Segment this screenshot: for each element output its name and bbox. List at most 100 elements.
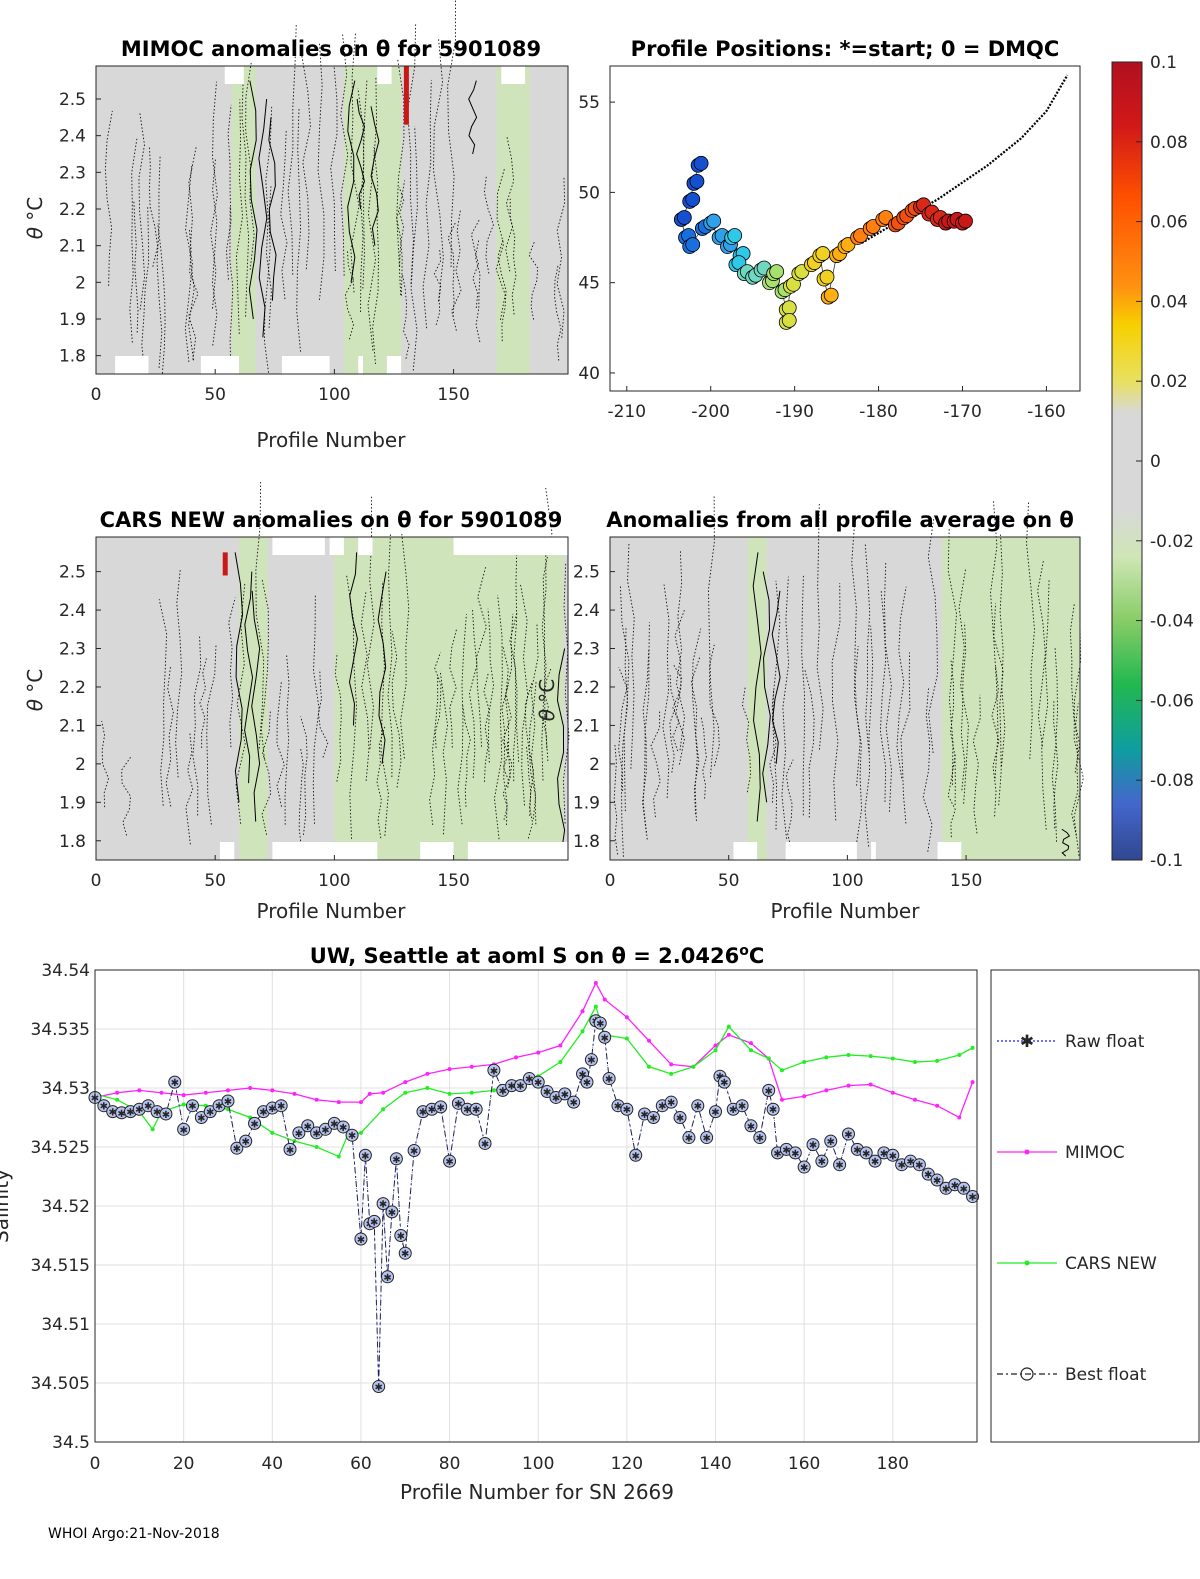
best-float-marker <box>673 1111 687 1124</box>
best-float-marker <box>407 1144 421 1158</box>
raw-float-marker: ✱ <box>117 1109 125 1120</box>
cars-dotted-contour <box>493 594 503 840</box>
cars-xlabel: Profile Number <box>257 899 407 923</box>
best-float-marker <box>620 1102 634 1116</box>
best-float-marker <box>513 1079 527 1093</box>
salinity-panel: UW, Seattle at aoml S on θ = 2.0426oC ✱✱… <box>0 943 1200 1504</box>
cars-dotted-contour <box>528 680 537 820</box>
mimoc-point <box>726 1032 731 1037</box>
raw-float-marker: ✱ <box>224 1097 232 1108</box>
best-float-marker <box>469 1102 483 1116</box>
best-float-marker <box>709 1105 723 1119</box>
allprof-missing-cell <box>871 842 876 860</box>
allprof-xtick-label: 150 <box>950 871 982 891</box>
cars-solid-contour <box>377 571 387 764</box>
allprof-dotted-contour <box>816 503 824 750</box>
mimoc-missing-cell <box>377 66 392 84</box>
legend-best-label: Best float <box>1065 1365 1147 1385</box>
best-float-marker <box>398 1246 412 1260</box>
raw-float-marker: ✱ <box>374 1383 382 1394</box>
allprof-missing-cell <box>785 842 857 860</box>
mimoc-dotted-contour <box>156 156 163 368</box>
allprof-title: Anomalies from all profile average on θ <box>606 508 1074 532</box>
raw-float-marker: ✱ <box>109 1108 117 1119</box>
cars-point <box>491 1088 496 1093</box>
allprof-dotted-contour <box>669 673 677 773</box>
colorbar-tick-label: 0.02 <box>1150 372 1188 392</box>
raw-float-marker: ✱ <box>968 1193 976 1204</box>
cars-point <box>381 1107 386 1112</box>
profile-position <box>689 173 705 189</box>
mimoc-xtick-label: 150 <box>437 385 469 405</box>
salinity-xtick-label: 20 <box>173 1454 195 1474</box>
mimoc-ytick-label: 2 <box>75 273 86 293</box>
allprof-dotted-contour <box>642 649 650 833</box>
allprof-dotted-contour <box>879 589 887 802</box>
cars-point <box>957 1052 962 1057</box>
best-float-marker <box>434 1100 448 1114</box>
mimoc-ytick-label: 2.1 <box>59 237 86 257</box>
cars-point <box>647 1064 652 1069</box>
raw-float-marker: ✱ <box>490 1066 498 1077</box>
mimoc-point <box>137 1088 142 1093</box>
mimoc-missing-cell <box>281 356 330 374</box>
raw-float-marker: ✱ <box>126 1108 134 1119</box>
cars-dotted-contour <box>261 711 272 835</box>
cars-dotted-contour <box>504 613 514 778</box>
mimoc-dotted-contour <box>317 42 325 300</box>
raw-float-marker: ✱ <box>552 1093 560 1104</box>
allprof-ytick-label: 2.1 <box>573 716 600 736</box>
mimoc-positive-band <box>231 66 256 374</box>
mimoc-panel: MIMOC anomalies on θ for 5901089 0 50 100 1… <box>23 0 569 452</box>
raw-float-marker: ✱ <box>295 1129 303 1140</box>
allprof-dotted-contour <box>700 716 707 799</box>
positions-ytick-label: 40 <box>578 364 600 384</box>
legend-mimoc-marker <box>1024 1149 1030 1155</box>
cars-xtick-label: 0 <box>91 871 102 891</box>
mimoc-dotted-contour <box>350 33 360 293</box>
cars-missing-cell <box>358 537 373 555</box>
raw-float-marker: ✱ <box>259 1108 267 1119</box>
best-float-marker <box>580 1075 594 1089</box>
mimoc-point <box>779 1097 784 1102</box>
best-float-marker <box>345 1128 359 1142</box>
cars-solid-contour <box>251 590 261 822</box>
best-float-marker <box>274 1099 288 1113</box>
best-float-marker <box>629 1148 643 1162</box>
raw-float-marker: ✱ <box>605 1075 613 1086</box>
best-float-marker <box>451 1096 465 1110</box>
best-float-marker <box>558 1087 572 1101</box>
raw-float-marker: ✱ <box>197 1114 205 1125</box>
mimoc-point <box>447 1067 452 1072</box>
allprof-dotted-contour <box>958 568 969 804</box>
profile-position <box>676 210 692 225</box>
best-float-marker <box>239 1134 253 1148</box>
cars-point <box>593 1004 598 1009</box>
best-float-marker <box>584 1053 598 1067</box>
best-float-marker <box>868 1154 882 1168</box>
raw-float-marker: ✱ <box>906 1157 914 1168</box>
cars-point <box>624 1036 629 1041</box>
mimoc-dotted-contour <box>104 110 113 286</box>
mimoc-dotted-contour <box>410 126 418 371</box>
cars-point <box>912 1060 917 1065</box>
raw-float-marker: ✱ <box>632 1151 640 1162</box>
mimoc-missing-cell <box>386 356 402 374</box>
raw-float-marker: ✱ <box>454 1099 462 1110</box>
allprof-missing-cell <box>937 842 962 860</box>
salinity-ytick-label: 34.54 <box>41 961 90 981</box>
raw-float-marker: ✱ <box>401 1249 409 1260</box>
raw-float-marker: ✱ <box>437 1103 445 1114</box>
cars-xtick-label: 100 <box>318 871 350 891</box>
cars-ytick-label: 2.3 <box>59 640 86 660</box>
profile-position <box>685 192 701 207</box>
allprof-dotted-contour <box>619 586 630 812</box>
mimoc-xlabel: Profile Number <box>257 428 407 452</box>
mimoc-dotted-contour <box>129 138 138 343</box>
raw-float-marker: ✱ <box>379 1200 387 1211</box>
allprof-ytick-label: 2.2 <box>573 678 600 698</box>
best-float-marker <box>203 1105 217 1119</box>
raw-float-marker: ✱ <box>321 1125 329 1136</box>
cars-missing-cell <box>329 537 344 555</box>
